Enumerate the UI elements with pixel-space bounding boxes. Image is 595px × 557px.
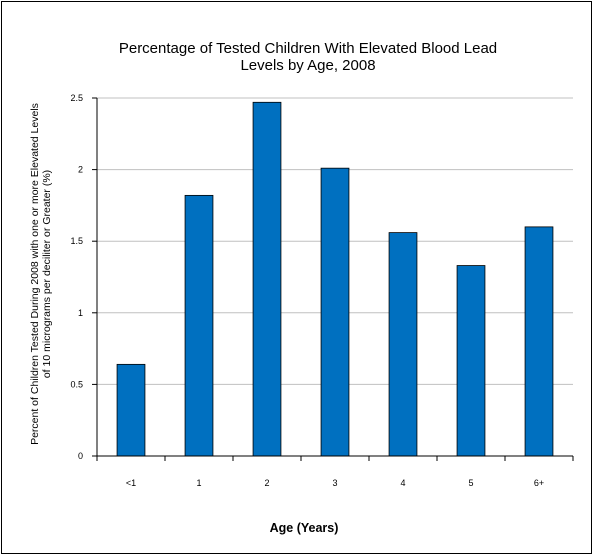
x-tick-label: 6+ xyxy=(534,478,544,488)
y-tick-label: 0.5 xyxy=(70,379,83,389)
y-tick-label: 0 xyxy=(78,451,83,461)
x-tick-label: <1 xyxy=(126,478,136,488)
x-tick-label: 2 xyxy=(264,478,269,488)
axes xyxy=(92,97,574,461)
bar xyxy=(116,363,146,457)
bar xyxy=(524,226,554,457)
bars xyxy=(116,101,554,457)
x-tick-label: 3 xyxy=(332,478,337,488)
x-tick-label: 1 xyxy=(196,478,201,488)
y-tick-label: 1.5 xyxy=(70,236,83,246)
y-axis-title: Percent of Children Tested During 2008 w… xyxy=(29,103,53,445)
y-tick-label: 1 xyxy=(78,308,83,318)
bar xyxy=(252,101,282,457)
bar xyxy=(456,265,486,457)
y-tick-labels: 0 0.5 1 1.5 2 2.5 xyxy=(70,93,83,461)
x-tick-label: 4 xyxy=(400,478,405,488)
chart-title-line-2: Levels by Age, 2008 xyxy=(240,57,375,74)
y-tick-label: 2 xyxy=(78,165,83,175)
bar xyxy=(184,194,214,457)
bar xyxy=(388,232,418,457)
x-tick-labels: <1 1 2 3 4 5 6+ xyxy=(126,478,544,488)
y-axis-title-line-1: Percent of Children Tested During 2008 w… xyxy=(29,103,41,445)
x-tick-label: 5 xyxy=(468,478,473,488)
chart-title-line-1: Percentage of Tested Children With Eleva… xyxy=(119,40,497,57)
y-tick-label: 2.5 xyxy=(70,93,83,103)
y-axis-title-line-2: of 10 micrograms per deciliter or Greate… xyxy=(41,170,53,378)
x-axis-title: Age (Years) xyxy=(270,521,339,535)
bar xyxy=(320,167,350,457)
